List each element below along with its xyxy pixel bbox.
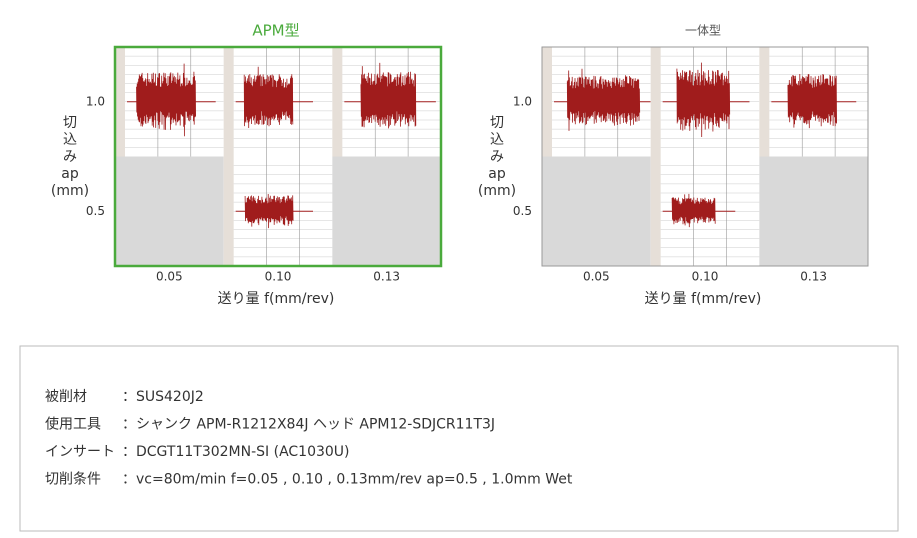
condition-value: ：シャンク APM-R1212X84J ヘッド APM12-SDJCR11T3J [122,417,495,433]
scale-strip [542,47,552,157]
waveform [787,73,837,129]
waveform [566,68,641,131]
waveform [360,62,417,129]
y-axis-label: 込 [63,132,77,148]
waveform [243,66,294,129]
panel-title: 一体型 [685,24,721,38]
row-label: 0.5 [86,204,105,218]
waveform [244,193,294,229]
row-label: 1.0 [513,94,532,108]
waveform [136,63,196,137]
empty-cell [115,156,224,266]
column-label: 0.05 [156,270,183,284]
column-label: 0.10 [692,270,719,284]
y-axis-label: み [490,149,504,165]
empty-cell [332,156,441,266]
y-axis-label: (mm) [51,183,89,199]
y-axis-label: ap [488,166,506,182]
waveform [676,62,731,138]
column-label: 0.05 [583,270,610,284]
conditions-box [19,345,899,532]
y-axis-label: ap [61,166,79,182]
column-label: 0.13 [800,270,827,284]
panel-border [541,46,869,267]
condition-label: インサート [45,444,115,460]
scale-strip [115,47,125,157]
condition-label: 使用工具 [45,416,101,433]
y-axis-label: 切 [63,115,77,131]
panel-border [113,45,443,268]
condition-value: ：DCGT11T302MN-SI (AC1030U) [122,444,350,460]
y-axis-label: み [63,149,77,165]
condition-label: 切削条件 [45,471,101,488]
scale-strip [650,47,661,157]
y-axis-label: 込 [490,132,504,148]
x-axis-label: 送り量 f(mm/rev) [645,291,762,307]
column-label: 0.13 [373,270,400,284]
scale-strip [223,47,234,157]
waveform [671,193,716,228]
scale-strip [650,156,661,266]
scale-strip [332,47,343,157]
condition-label: 被削材 [45,389,87,405]
scale-strip [223,156,234,266]
condition-value: ：SUS420J2 [122,389,204,405]
row-label: 1.0 [86,94,105,108]
x-axis-label: 送り量 f(mm/rev) [218,291,335,307]
condition-value: ：vc=80m/min f=0.05 , 0.10 , 0.13mm/rev a… [122,472,573,488]
panel-title: APM型 [252,22,299,40]
y-axis-label: 切 [490,115,504,131]
scale-strip [759,47,770,157]
empty-cell [542,156,651,266]
column-label: 0.10 [265,270,292,284]
row-label: 0.5 [513,204,532,218]
y-axis-label: (mm) [478,183,516,199]
empty-cell [759,156,868,266]
